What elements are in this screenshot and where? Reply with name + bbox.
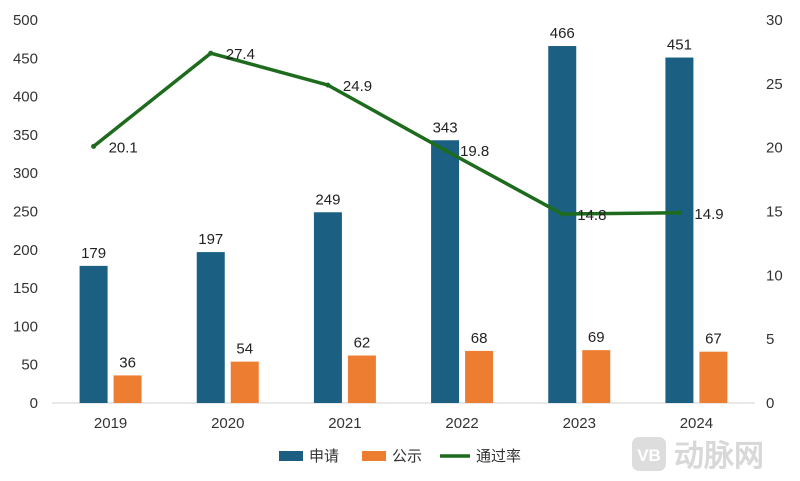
bar xyxy=(699,351,728,403)
left-axis-tick-label: 350 xyxy=(13,127,38,144)
rate-data-label: 24.9 xyxy=(343,78,372,95)
bar-data-label: 179 xyxy=(81,245,106,262)
watermark-text: 动脉网 xyxy=(674,440,764,473)
x-axis-tick-label: 2022 xyxy=(445,415,478,432)
bar xyxy=(196,252,225,403)
rate-point xyxy=(208,50,214,56)
left-axis-tick-label: 150 xyxy=(13,280,38,297)
bar xyxy=(582,350,611,403)
bar xyxy=(79,265,108,403)
bar-data-label: 451 xyxy=(667,37,692,54)
bar-data-label: 466 xyxy=(550,25,575,42)
bar xyxy=(665,57,694,404)
rate-point xyxy=(91,143,97,149)
watermark: VB 动脉网 xyxy=(632,437,764,473)
left-axis-tick-label: 300 xyxy=(13,165,38,182)
rate-point xyxy=(676,210,682,216)
legend-label: 申请 xyxy=(309,448,339,465)
right-axis-tick-label: 30 xyxy=(766,12,783,29)
bar xyxy=(113,375,142,403)
right-axis-tick-label: 10 xyxy=(766,267,783,284)
x-axis-tick-label: 2023 xyxy=(563,415,596,432)
bar-data-label: 68 xyxy=(471,330,488,347)
bar-data-label: 69 xyxy=(588,329,605,346)
x-axis-tick-label: 2024 xyxy=(680,415,713,432)
left-axis: 0 50 100 150 200 250 300 350 400 450 500 xyxy=(13,12,38,412)
x-axis: 2019 2020 2021 2022 2023 2024 xyxy=(94,415,713,432)
left-axis-tick-label: 200 xyxy=(13,242,38,259)
watermark-logo-text: VB xyxy=(637,446,661,465)
right-axis-tick-label: 25 xyxy=(766,76,783,93)
rate-line: 20.1 27.4 24.9 19.8 14.8 14.9 xyxy=(91,46,724,224)
rate-data-label: 27.4 xyxy=(226,46,255,63)
left-axis-tick-label: 250 xyxy=(13,204,38,221)
bar-data-label: 36 xyxy=(119,354,136,371)
rate-data-label: 19.8 xyxy=(460,143,489,160)
bar xyxy=(548,46,577,403)
rate-data-label: 20.1 xyxy=(109,139,138,156)
left-axis-tick-label: 400 xyxy=(13,89,38,106)
bar-data-label: 54 xyxy=(236,341,253,358)
rate-point xyxy=(325,82,331,88)
bars: 179 197 249 343 466 451 36 54 62 68 69 67 xyxy=(79,25,728,404)
bar xyxy=(313,212,342,403)
right-axis: 0 5 10 15 20 25 30 xyxy=(766,12,783,412)
right-axis-tick-label: 5 xyxy=(766,331,774,348)
right-axis-tick-label: 15 xyxy=(766,204,783,221)
rate-data-label: 14.9 xyxy=(694,206,723,223)
right-axis-tick-label: 0 xyxy=(766,395,774,412)
bar-data-label: 62 xyxy=(354,335,371,352)
rate-data-label: 14.8 xyxy=(577,207,606,224)
rate-line-path xyxy=(92,51,680,216)
right-axis-tick-label: 20 xyxy=(766,140,783,157)
legend-bar-swatch xyxy=(362,451,386,461)
bar xyxy=(347,355,376,403)
rate-point xyxy=(442,147,448,153)
x-axis-tick-label: 2019 xyxy=(94,415,127,432)
bar-data-label: 249 xyxy=(315,191,340,208)
left-axis-tick-label: 100 xyxy=(13,318,38,335)
watermark-logo-icon xyxy=(632,437,666,471)
bar-data-label: 67 xyxy=(705,331,722,348)
left-axis-tick-label: 0 xyxy=(30,395,38,412)
legend-label: 通过率 xyxy=(476,448,521,465)
bar xyxy=(431,140,460,403)
x-axis-tick-label: 2020 xyxy=(211,415,244,432)
bar xyxy=(465,350,494,403)
bar-data-label: 343 xyxy=(433,119,458,136)
x-axis-tick-label: 2021 xyxy=(328,415,361,432)
legend-label: 公示 xyxy=(392,448,422,465)
bar xyxy=(230,361,259,403)
rate-point xyxy=(559,211,565,217)
left-axis-tick-label: 50 xyxy=(21,357,38,374)
legend-bar-swatch xyxy=(279,451,303,461)
legend: 申请 公示 通过率 xyxy=(279,448,521,465)
left-axis-tick-label: 450 xyxy=(13,50,38,67)
left-axis-tick-label: 500 xyxy=(13,12,38,29)
bar-data-label: 197 xyxy=(198,231,223,248)
